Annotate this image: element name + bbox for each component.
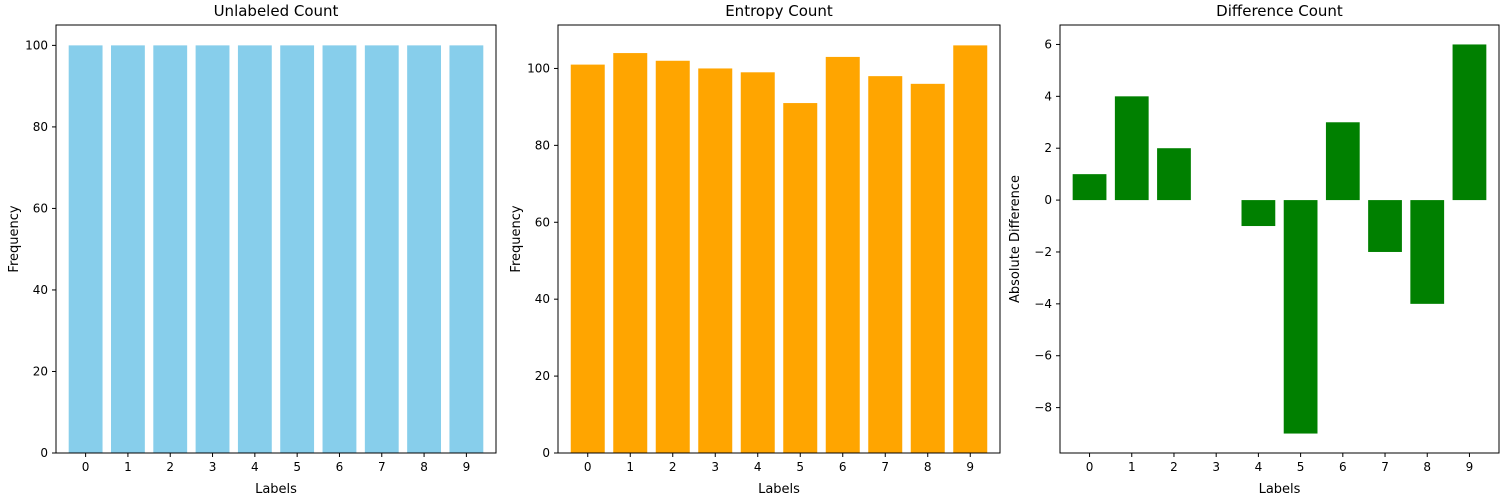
- y-tick-label: 0: [40, 446, 48, 460]
- y-tick-label: 60: [535, 215, 550, 229]
- x-tick-label: 5: [293, 460, 301, 474]
- bar-4: [740, 72, 775, 453]
- bar-6: [322, 45, 357, 453]
- y-tick-label: 6: [1044, 37, 1052, 51]
- chart-panel-0: 0 1 2 3 4 5 6 7 8 9 0 20 40 60 80 100 Unlabeled Count Lab…: [7, 2, 497, 497]
- y-axis-label: Frequency: [509, 205, 524, 272]
- x-tick-label: 0: [584, 460, 592, 474]
- x-tick-label: 3: [209, 460, 217, 474]
- bar-4: [237, 45, 272, 453]
- x-tick-label: 4: [754, 460, 762, 474]
- x-tick-label: 2: [1170, 460, 1178, 474]
- bar-1: [1114, 96, 1149, 201]
- y-tick-label: 0: [1044, 193, 1052, 207]
- x-tick-label: 6: [336, 460, 344, 474]
- x-tick-label: 1: [626, 460, 634, 474]
- bar-5: [783, 103, 818, 453]
- x-tick-label: 8: [1423, 460, 1431, 474]
- bar-3: [195, 45, 230, 453]
- x-tick-label: 0: [82, 460, 90, 474]
- bar-1: [613, 53, 648, 454]
- bar-6: [825, 56, 860, 454]
- x-axis-label: Labels: [1259, 482, 1301, 497]
- bar-0: [570, 64, 605, 453]
- x-tick-label: 8: [924, 460, 932, 474]
- y-tick-label: −8: [1034, 401, 1052, 415]
- y-tick-label: 40: [33, 283, 48, 297]
- axes-frame: [55, 24, 497, 454]
- bar-5: [1283, 200, 1318, 434]
- bar-4: [1241, 200, 1276, 227]
- x-tick-label: 6: [1339, 460, 1347, 474]
- chart-title: Difference Count: [1216, 2, 1343, 20]
- bar-5: [280, 45, 315, 453]
- y-axis-label: Frequency: [7, 205, 22, 272]
- x-tick-label: 3: [711, 460, 719, 474]
- bar-2: [153, 45, 188, 453]
- y-tick-label: 0: [542, 446, 550, 460]
- x-tick-label: 2: [166, 460, 174, 474]
- x-tick-label: 0: [1086, 460, 1094, 474]
- bar-0: [1072, 174, 1107, 201]
- y-tick-label: 20: [33, 364, 48, 378]
- x-tick-label: 9: [1466, 460, 1474, 474]
- y-tick-label: 4: [1044, 89, 1052, 103]
- chart-title: Unlabeled Count: [214, 2, 339, 20]
- bar-7: [868, 76, 903, 453]
- x-tick-label: 7: [881, 460, 889, 474]
- x-axis-label: Labels: [758, 482, 800, 497]
- y-tick-label: 40: [535, 292, 550, 306]
- y-tick-label: −2: [1034, 245, 1052, 259]
- y-tick-label: 60: [33, 201, 48, 215]
- chart-panel-1: 0 1 2 3 4 5 6 7 8 9 0 20 40 60 80 100 Entropy Count Label…: [509, 2, 1001, 497]
- bar-6: [1325, 122, 1360, 201]
- x-tick-label: 5: [796, 460, 804, 474]
- x-tick-label: 1: [1128, 460, 1136, 474]
- x-tick-label: 7: [1381, 460, 1389, 474]
- x-tick-label: 1: [124, 460, 132, 474]
- x-tick-label: 9: [966, 460, 974, 474]
- y-tick-label: 80: [33, 120, 48, 134]
- bar-7: [1368, 200, 1402, 252]
- y-axis-label: Absolute Difference: [1008, 175, 1023, 303]
- x-tick-label: 6: [839, 460, 847, 474]
- bar-8: [1410, 200, 1445, 304]
- bar-1: [111, 45, 145, 453]
- y-tick-label: 2: [1044, 141, 1052, 155]
- x-tick-label: 4: [1255, 460, 1263, 474]
- bar-9: [953, 45, 988, 453]
- y-tick-label: −6: [1034, 349, 1052, 363]
- bar-8: [910, 83, 945, 454]
- y-tick-label: 20: [535, 369, 550, 383]
- axes-frame: [557, 24, 1001, 454]
- chart-title: Entropy Count: [725, 2, 833, 20]
- x-tick-label: 9: [463, 460, 471, 474]
- x-axis-label: Labels: [255, 482, 297, 497]
- y-tick-label: 80: [535, 138, 550, 152]
- x-tick-label: 4: [251, 460, 259, 474]
- bar-7: [364, 45, 399, 453]
- bar-2: [1157, 148, 1191, 201]
- y-tick-label: −4: [1034, 297, 1052, 311]
- y-tick-label: 100: [25, 38, 48, 52]
- x-tick-label: 3: [1212, 460, 1220, 474]
- bar-8: [407, 45, 441, 453]
- axes-frame: [1059, 24, 1500, 454]
- bar-3: [698, 68, 733, 453]
- x-tick-label: 5: [1297, 460, 1305, 474]
- x-tick-label: 2: [669, 460, 677, 474]
- chart-panel-2: 0 1 2 3 4 5 6 7 8 9 −8 −6 −4 −2 0 2 4 6 Difference Count La…: [1008, 2, 1500, 497]
- x-tick-label: 7: [378, 460, 386, 474]
- bar-9: [449, 45, 484, 453]
- x-tick-label: 8: [420, 460, 428, 474]
- bar-9: [1452, 44, 1487, 201]
- bar-2: [655, 60, 690, 453]
- y-tick-label: 100: [527, 61, 550, 75]
- bar-0: [68, 45, 103, 453]
